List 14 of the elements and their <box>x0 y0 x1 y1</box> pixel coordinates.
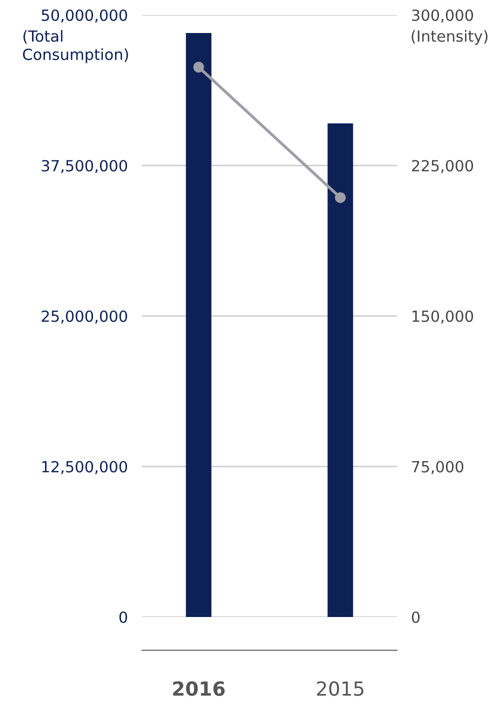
y-tick-label: 12,500,000 <box>42 460 128 474</box>
x-tick-label: 2015 <box>317 681 364 696</box>
y-tick-label: 37,500,000 <box>42 160 128 174</box>
y2-tick-label: 75,000 <box>412 460 464 474</box>
y-axis-title: (Total Consumption) <box>23 30 128 64</box>
y2-tick-label: 300,000 <box>412 9 474 23</box>
x-tick-label: 2016 <box>173 681 225 696</box>
y-tick-label: 0 <box>119 611 128 624</box>
y2-tick-label: 0 <box>412 611 420 624</box>
y-tick-label: 25,000,000 <box>42 310 128 324</box>
y2-tick-label: 150,000 <box>412 310 474 324</box>
y2-axis-title: (Intensity) <box>412 30 488 45</box>
y2-tick-label: 225,000 <box>412 160 474 174</box>
y-tick-label: 50,000,000 <box>42 9 128 23</box>
